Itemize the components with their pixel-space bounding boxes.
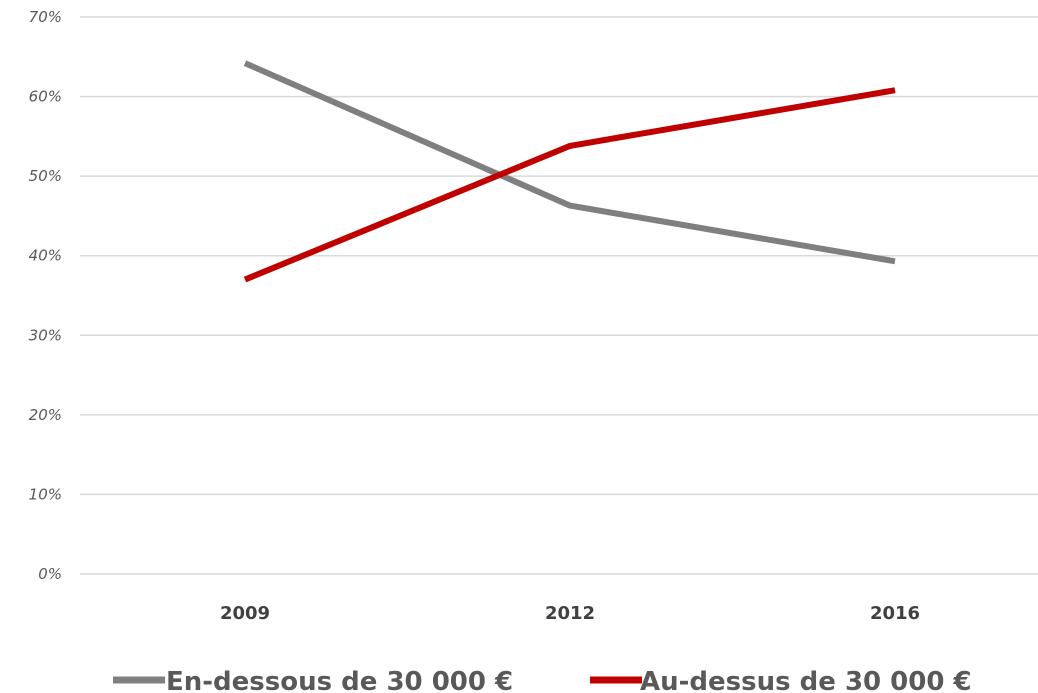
x-tick-label: 2016 bbox=[870, 603, 920, 624]
y-tick-label: 60% bbox=[29, 88, 62, 106]
y-tick-label: 20% bbox=[29, 406, 62, 424]
y-tick-label: 30% bbox=[29, 326, 62, 344]
y-tick-label: 10% bbox=[29, 485, 62, 503]
y-tick-label: 0% bbox=[38, 565, 62, 583]
series-line-1 bbox=[243, 87, 896, 283]
y-tick-label: 70% bbox=[29, 8, 62, 26]
legend-item: Au-dessus de 30 000 € bbox=[590, 667, 972, 693]
x-axis-ticks: 2009 2012 2016 bbox=[220, 603, 920, 624]
x-tick-label: 2012 bbox=[545, 603, 595, 624]
legend: En-dessous de 30 000 € Au-dessus de 30 00… bbox=[113, 667, 972, 693]
gridlines bbox=[80, 16, 1038, 575]
legend-label: Au-dessus de 30 000 € bbox=[640, 667, 972, 693]
y-tick-label: 40% bbox=[29, 247, 62, 265]
y-tick-label: 50% bbox=[29, 167, 62, 185]
x-tick-label: 2009 bbox=[220, 603, 270, 624]
legend-label: En-dessous de 30 000 € bbox=[166, 667, 513, 693]
legend-item: En-dessous de 30 000 € bbox=[113, 667, 513, 693]
y-axis-ticks: 0% 10% 20% 30% 40% 50% 60% 70% bbox=[29, 8, 62, 583]
series-line-0 bbox=[243, 60, 896, 265]
series-lines bbox=[243, 60, 896, 283]
